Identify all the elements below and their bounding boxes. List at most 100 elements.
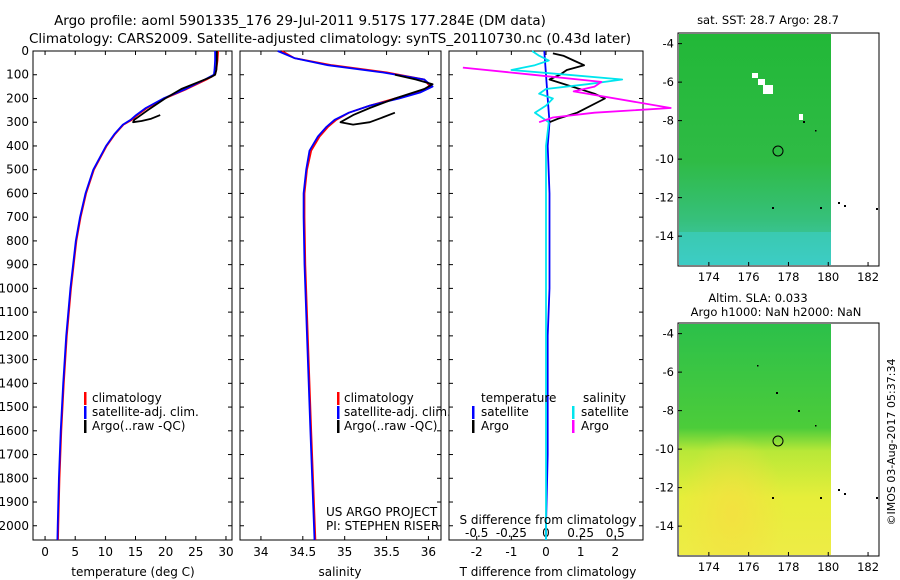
map-x-tick-label: 182	[857, 560, 879, 574]
difference-profile-lines	[462, 50, 672, 540]
y-tick-label: 0	[21, 44, 29, 58]
map-y-tick-label: -6	[663, 365, 674, 379]
y-tick-label: 1600	[0, 424, 29, 438]
legend-label-s-argo: Argo	[581, 419, 609, 433]
y-tick-label: 1100	[0, 305, 29, 319]
map-x-tick-label: 176	[738, 270, 760, 284]
map-y-tick-label: -8	[663, 404, 674, 418]
series-climatology	[57, 50, 219, 541]
temperature-xlabel: temperature (deg C)	[71, 565, 194, 579]
series-temperature-satellite	[543, 50, 551, 540]
salinity-legend: climatology satellite-adj. clim. Argo(..…	[337, 391, 451, 433]
y-tick-label: 1200	[0, 329, 29, 343]
sst-map-title: sat. SST: 28.7 Argo: 28.7	[697, 13, 839, 27]
x2-tick-label: 0.5	[606, 526, 625, 540]
x-tick-label: 30	[218, 545, 233, 559]
map-x-tick-label: 178	[777, 270, 799, 284]
y-tick-label: 1700	[0, 448, 29, 462]
legend-label-s-satellite: satellite	[581, 405, 629, 419]
salinity-axis-ticks: 34 34.5 35 35.5 36	[240, 50, 441, 559]
map-x-tick-label: 178	[777, 560, 799, 574]
y-tick-label: 300	[6, 115, 29, 129]
sst-coast-dots	[772, 121, 878, 210]
legend-swatch-argo	[337, 420, 340, 433]
salinity-panel-frame	[239, 50, 442, 541]
legend-label-satellite: satellite-adj. clim.	[92, 405, 199, 419]
map-y-tick-label: -14	[655, 229, 674, 243]
map-x-tick-label: 174	[698, 270, 720, 284]
temperature-profile-lines	[56, 50, 219, 541]
legend-label-t-argo: Argo	[481, 419, 509, 433]
legend-label-argo: Argo(..raw -QC)	[92, 419, 185, 433]
x2-tick-label: -0.25	[496, 526, 527, 540]
y-tick-label: 1500	[0, 400, 29, 414]
sla-map-subtitle: Argo h1000: NaN h2000: NaN	[691, 305, 862, 319]
map-y-tick-label: -12	[655, 191, 674, 205]
sla-map-title: Altim. SLA: 0.033	[708, 291, 807, 305]
x2-tick-label: -0.5	[465, 526, 488, 540]
x-tick-label: 36	[421, 545, 436, 559]
map-y-tick-label: -14	[655, 519, 674, 533]
legend-swatch-argo	[84, 420, 87, 433]
series-argo-raw-qc-	[339, 73, 434, 126]
map-x-tick-label: 174	[698, 560, 720, 574]
x-tick-label: 2	[611, 545, 619, 559]
salinity-profile-lines	[277, 50, 434, 541]
series-satellite-adj-clim-	[56, 51, 217, 541]
series-salinity-satellite	[510, 50, 624, 540]
temperature-legend: climatology satellite-adj. clim. Argo(..…	[84, 391, 199, 433]
y-tick-label: 1300	[0, 353, 29, 367]
sla-coast-dots	[757, 365, 878, 499]
y-tick-label: 600	[6, 186, 29, 200]
imos-timestamp: ©IMOS 03-Aug-2017 05:37:34	[885, 359, 898, 526]
x-tick-label: 35	[337, 545, 352, 559]
sst-map-cold-patch	[679, 232, 831, 265]
difference-xlabel-s: S difference from climatology	[460, 513, 637, 527]
x-tick-label: 0	[542, 545, 550, 559]
map-y-tick-label: -6	[663, 75, 674, 89]
map-y-tick-label: -10	[655, 152, 674, 166]
sla-map-ticks: 174 176 178 180 182 -4 -6 -8 -10 -12 -14	[655, 327, 879, 574]
difference-axis-ticks: -2 -1 0 1 2-0.5 -0.25 0 0.25 0.5	[449, 50, 643, 559]
temperature-axis-ticks: 0 5 10 15 20 25 300100200300400500600700800900…	[0, 44, 234, 559]
difference-legend: temperature satellite Argo salinity sate…	[472, 391, 629, 433]
legend-label-satellite: satellite-adj. clim.	[344, 405, 451, 419]
y-tick-label: 1400	[0, 376, 29, 390]
legend-swatch-s-argo	[572, 420, 575, 433]
x-tick-label: 20	[158, 545, 173, 559]
legend-label-climatology: climatology	[344, 391, 414, 405]
map-x-tick-label: 182	[857, 270, 879, 284]
sla-argo-marker	[772, 435, 784, 447]
map-y-tick-label: -10	[655, 442, 674, 456]
x-tick-label: 35.5	[373, 545, 400, 559]
sst-map-cloud-gaps	[752, 73, 803, 120]
legend-swatch-s-satellite	[572, 406, 575, 419]
y-tick-label: 900	[6, 258, 29, 272]
legend-title-temperature: temperature	[481, 391, 556, 405]
legend-swatch-satellite	[84, 406, 87, 419]
y-tick-label: 2000	[0, 519, 29, 533]
y-tick-label: 1800	[0, 471, 29, 485]
sst-argo-marker	[772, 145, 784, 157]
x2-tick-label: 0.25	[567, 526, 594, 540]
x-tick-label: -2	[471, 545, 483, 559]
project-credit: US ARGO PROJECT	[326, 505, 438, 519]
x-tick-label: 5	[71, 545, 79, 559]
y-tick-label: 700	[6, 210, 29, 224]
y-tick-label: 1900	[0, 495, 29, 509]
map-y-tick-label: -4	[663, 37, 674, 51]
x-tick-label: 25	[188, 545, 203, 559]
legend-label-argo: Argo(..raw -QC)	[344, 419, 437, 433]
x-tick-label: 10	[98, 545, 113, 559]
series-argo-raw-qc-	[132, 51, 218, 124]
sst-map-ticks: 174 176 178 180 182 -4 -6 -8 -10 -12 -14	[655, 37, 879, 284]
y-tick-label: 100	[6, 68, 29, 82]
temperature-panel-frame	[32, 50, 233, 541]
x-tick-label: -1	[505, 545, 517, 559]
map-x-tick-label: 176	[738, 560, 760, 574]
y-tick-label: 400	[6, 139, 29, 153]
legend-swatch-satellite	[337, 406, 340, 419]
y-tick-label: 800	[6, 234, 29, 248]
x-tick-label: 34	[253, 545, 268, 559]
